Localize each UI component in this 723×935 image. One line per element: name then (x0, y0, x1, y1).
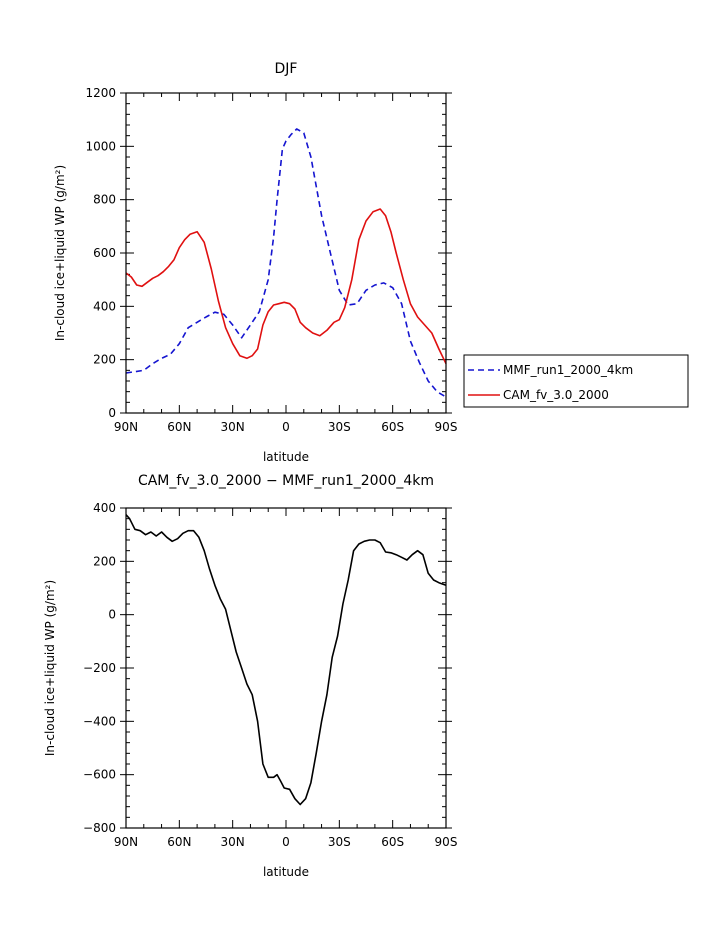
y-tick-label: 1200 (85, 86, 116, 100)
x-tick-label: 60S (381, 420, 404, 434)
x-tick-label: 30N (221, 420, 245, 434)
y-tick-label: 200 (93, 353, 116, 367)
chart-legend: MMF_run1_2000_4km CAM_fv_3.0_2000 (463, 354, 689, 408)
series-line-cam-fv-3-0-2000 (125, 208, 447, 365)
x-tick-label: 0 (282, 420, 290, 434)
series-lines (125, 128, 447, 398)
x-tick-label: 30S (328, 420, 351, 434)
x-tick-label: 60N (167, 835, 191, 849)
y-tick-label: −600 (83, 768, 116, 782)
y-tick-label: 800 (93, 193, 116, 207)
series-line-difference (125, 514, 447, 806)
x-tick-label: 90N (114, 835, 138, 849)
x-tick-label: 60S (381, 835, 404, 849)
x-tick-label: 30N (221, 835, 245, 849)
y-tick-label: −200 (83, 661, 116, 675)
y-tick-label: 600 (93, 246, 116, 260)
y-tick-label: 1000 (85, 139, 116, 153)
y-tick-label: 400 (93, 501, 116, 515)
axis-ticks: 90N 60N 30N 0 30S 60S 90S −800 −600 −400 −200 0 200 4… (83, 501, 457, 849)
plot-frame (125, 507, 447, 829)
axis-ticks: 90N 60N 30N 0 30S 60S 90S 0 200 400 600 800 1000 1200 (85, 86, 457, 434)
y-tick-label: −400 (83, 714, 116, 728)
legend-box (463, 354, 689, 408)
x-tick-label: 90N (114, 420, 138, 434)
series-lines (125, 514, 447, 806)
y-tick-label: 0 (108, 406, 116, 420)
x-tick-label: 0 (282, 835, 290, 849)
x-tick-label: 90S (435, 835, 458, 849)
series-line-mmf-run1-2000-4km (125, 128, 447, 398)
y-axis-label: In-cloud ice+liquid WP (g/m²) (53, 165, 67, 341)
chart-panel-top: DJF latitude In-cloud ice+liquid WP (g/m… (53, 61, 457, 464)
legend-entry-cam: CAM_fv_3.0_2000 (503, 388, 609, 402)
y-tick-label: 200 (93, 554, 116, 568)
chart-title: CAM_fv_3.0_2000 − MMF_run1_2000_4km (138, 473, 434, 489)
legend-entry-mmf: MMF_run1_2000_4km (503, 363, 633, 377)
y-tick-label: 400 (93, 299, 116, 313)
x-axis-label: latitude (263, 450, 309, 464)
chart-panel-bottom: CAM_fv_3.0_2000 − MMF_run1_2000_4km lati… (43, 473, 457, 879)
x-tick-label: 90S (435, 420, 458, 434)
x-tick-label: 30S (328, 835, 351, 849)
x-axis-label: latitude (263, 865, 309, 879)
y-tick-label: −800 (83, 821, 116, 835)
x-tick-label: 60N (167, 420, 191, 434)
y-axis-label: In-cloud ice+liquid WP (g/m²) (43, 580, 57, 756)
chart-title: DJF (275, 61, 298, 77)
plot-frame (125, 92, 447, 414)
y-tick-label: 0 (108, 608, 116, 622)
